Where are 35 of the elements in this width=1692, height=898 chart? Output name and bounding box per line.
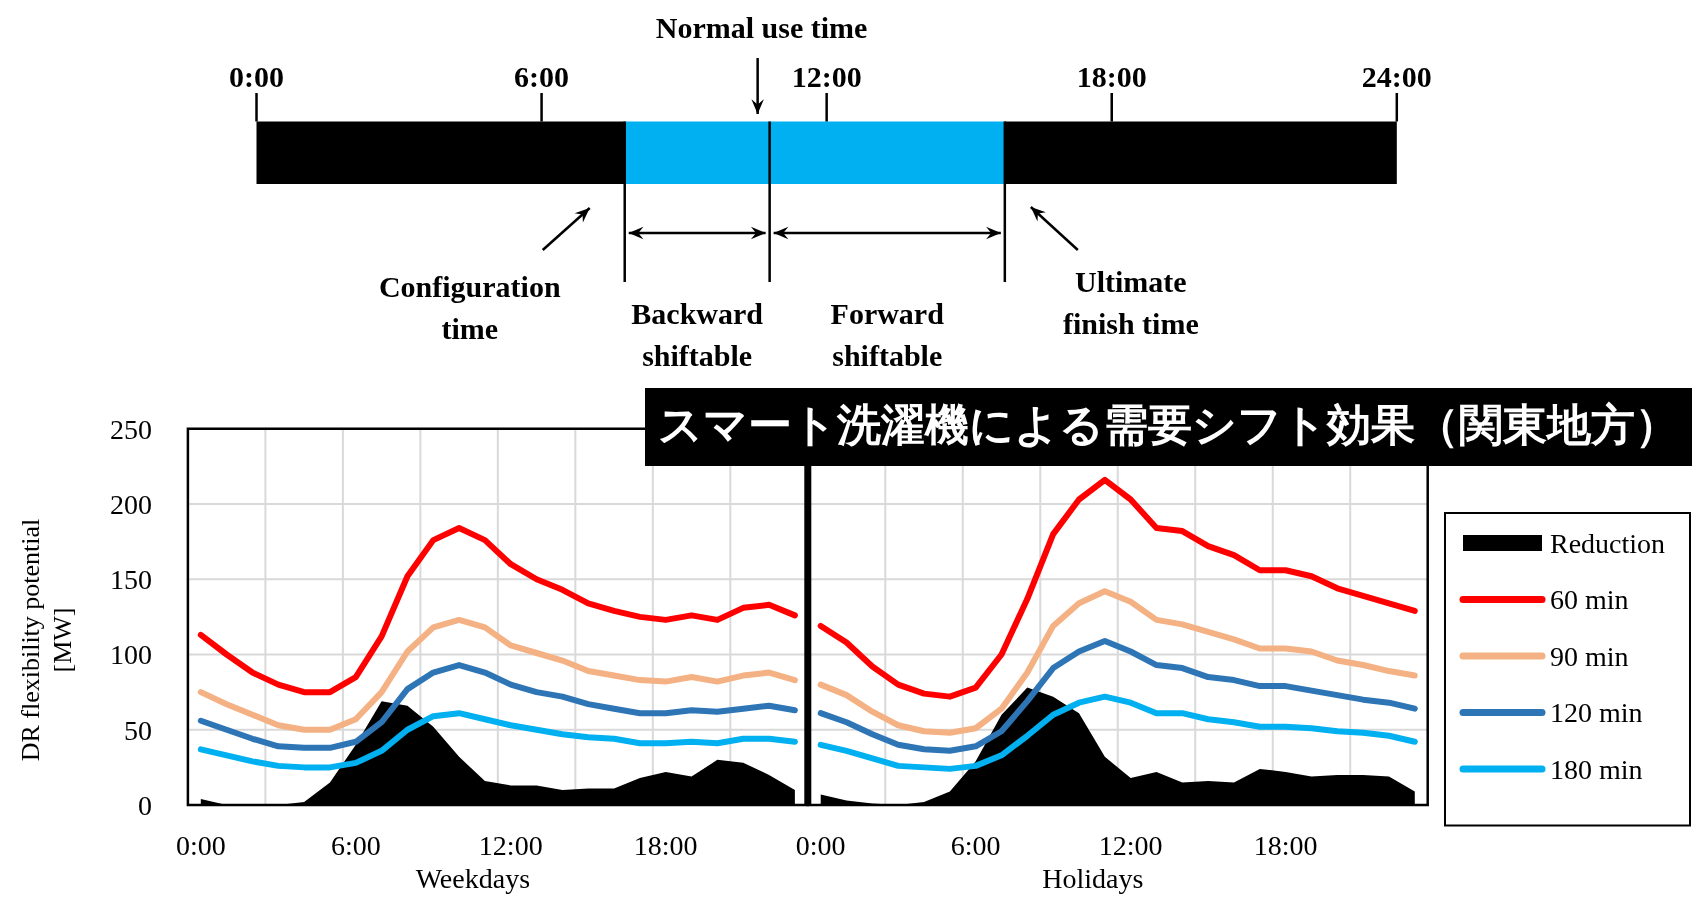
x-tick-label: 24:00 [1361,59,1432,93]
annotation: Configuration time [378,269,561,345]
x-axis-title: Holidays [1042,862,1144,894]
x-tick-label: 18:00 [1076,59,1147,93]
chart-title: スマート洗濯機による需要シフト効果（関東地方） [657,399,1679,451]
legend-label: 180 min [1550,753,1643,785]
legend-label: 90 min [1550,640,1629,672]
x-tick-label: 18:00 [1253,829,1318,861]
x-axis-title: Weekdays [415,862,531,894]
y-tick-label: 250 [110,413,152,445]
legend-label: 120 min [1550,697,1643,729]
y-tick-label: 0 [138,789,152,821]
x-tick-label: 6:00 [330,829,381,861]
x-tick-label: 18:00 [633,829,698,861]
y-axis-title: DR flexibility potential [MW] [16,518,78,762]
x-tick-label: 12:00 [791,59,862,93]
x-tick-label: 6:00 [514,59,570,93]
y-tick-label: 150 [110,564,152,596]
x-tick-label: 12:00 [478,829,543,861]
x-tick-label: 6:00 [950,829,1001,861]
y-tick-label: 50 [124,714,152,746]
bar [624,121,770,184]
x-tick-label: 0:00 [175,829,226,861]
legend-label: 60 min [1550,584,1629,616]
x-tick-label: 0:00 [795,829,846,861]
text: Normal use time [655,10,868,44]
y-tick-label: 100 [110,639,152,671]
x-tick-label: 0:00 [229,59,284,93]
text: Backward shiftable [631,296,764,372]
annotation: Ultimate finish time [1062,264,1199,340]
y-tick-label: 200 [110,488,152,520]
text: Forward shiftable [830,296,945,372]
bar [769,121,1005,184]
x-tick-label: 12:00 [1098,829,1163,861]
legend-label: Reduction [1550,527,1666,559]
